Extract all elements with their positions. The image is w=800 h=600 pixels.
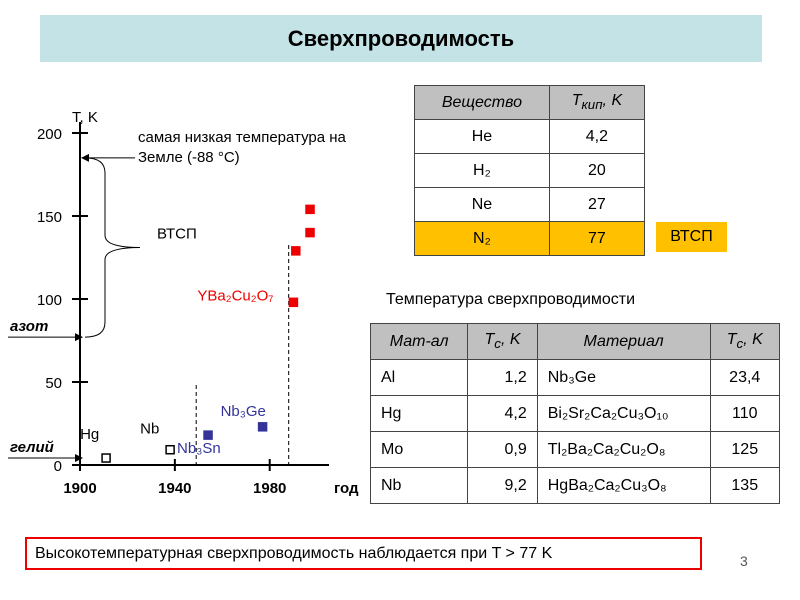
table-caption: Температура сверхпроводимости bbox=[386, 291, 636, 308]
header-text: T bbox=[726, 331, 737, 349]
header-text: , K bbox=[500, 331, 521, 349]
y-tick-label: 0 bbox=[54, 458, 62, 475]
header-row: Вещество Tкип, K bbox=[414, 85, 646, 120]
cell: N₂ bbox=[414, 221, 550, 256]
cell: Tl₂Ba₂Ca₂Cu₂O₈ bbox=[536, 431, 711, 468]
row: Mo 0,9 Tl₂Ba₂Ca₂Cu₂O₈ 125 bbox=[369, 431, 780, 468]
row: Al 1,2 Nb₃Ge 23,4 bbox=[369, 359, 780, 396]
header-text: , K bbox=[743, 331, 763, 349]
row: H₂ 20 bbox=[414, 153, 646, 188]
y-tick-label: 100 bbox=[37, 292, 62, 309]
point-label: Hg bbox=[80, 426, 99, 443]
cell: Hg bbox=[369, 395, 469, 432]
header-cell: Мат-ал bbox=[369, 323, 469, 360]
tc-table: Мат-ал Tc, K Материал Tc, K Al 1,2 Nb₃Ge 23,4 Hg… bbox=[369, 323, 780, 504]
header-cell: Вещество bbox=[414, 85, 550, 120]
header-text: Вещество bbox=[441, 93, 522, 111]
x-tick-label: 1900 bbox=[63, 480, 96, 497]
point bbox=[165, 444, 175, 455]
header-cell: Tc, K bbox=[709, 323, 780, 360]
point bbox=[101, 453, 111, 463]
header-sub: кип bbox=[581, 97, 603, 113]
cell: Al bbox=[369, 359, 469, 396]
cell: 77 bbox=[548, 221, 646, 256]
point-label: YBa₂Cu₂O₇ bbox=[197, 287, 273, 304]
point-label: Nb bbox=[140, 421, 159, 438]
htsc-tag: ВТСП bbox=[656, 222, 727, 252]
boiling-table: Вещество Tкип, K He 4,2 H₂ 20 Ne 27 N₂ 77 bbox=[414, 85, 646, 256]
header-cell: Материал bbox=[536, 323, 711, 360]
header-cell: Tc, K bbox=[467, 323, 538, 360]
row: Ne 27 bbox=[414, 187, 646, 222]
cell: 27 bbox=[548, 187, 646, 222]
annotation: азот bbox=[10, 318, 48, 335]
cell: Nb bbox=[369, 467, 469, 504]
cell: 9,2 bbox=[467, 467, 538, 504]
point bbox=[305, 227, 315, 238]
title-bar: Сверхпроводимость bbox=[40, 15, 762, 62]
y-tick-label: 150 bbox=[37, 209, 62, 226]
annotation: гелий bbox=[10, 439, 54, 456]
cell: Mo bbox=[369, 431, 469, 468]
cell: 4,2 bbox=[467, 395, 538, 432]
row: He 4,2 bbox=[414, 119, 646, 154]
header-text: T bbox=[571, 92, 582, 110]
cell: 0,9 bbox=[467, 431, 538, 468]
x-tick-label: 1980 bbox=[253, 480, 286, 497]
header-text: T bbox=[484, 331, 495, 349]
row: N₂ 77 bbox=[414, 221, 646, 256]
cell: 125 bbox=[709, 431, 780, 468]
point-label: Nb₃Ge bbox=[221, 403, 266, 420]
cell: HgBa₂Ca₂Cu₃O₈ bbox=[536, 467, 711, 504]
note: Высокотемпературная сверхпроводимость на… bbox=[35, 544, 553, 562]
annotation: самая низкая температура на bbox=[138, 129, 347, 146]
point-label: Nb₃Sn bbox=[177, 440, 221, 457]
x-axis-label: год bbox=[334, 480, 359, 497]
cell: 20 bbox=[548, 153, 646, 188]
cell: 135 bbox=[709, 467, 780, 504]
cell: 23,4 bbox=[709, 359, 780, 396]
note-box: Высокотемпературная сверхпроводимость на… bbox=[25, 537, 702, 570]
title: Сверхпроводимость bbox=[287, 25, 515, 51]
header-text: , K bbox=[602, 92, 623, 110]
header-text: Мат-ал bbox=[389, 332, 449, 350]
header-cell: Tкип, K bbox=[548, 85, 646, 120]
cell: 110 bbox=[709, 395, 780, 432]
point bbox=[203, 430, 213, 440]
cell: Ne bbox=[414, 187, 550, 222]
row: Nb 9,2 HgBa₂Ca₂Cu₃O₈ 135 bbox=[369, 467, 780, 504]
bracket bbox=[84, 157, 141, 338]
point bbox=[305, 204, 315, 215]
cell: Bi₂Sr₂Ca₂Cu₃O₁₀ bbox=[536, 395, 711, 432]
y-tick-label: 50 bbox=[45, 375, 62, 392]
page-number: 3 bbox=[740, 553, 748, 569]
cell: H₂ bbox=[414, 153, 550, 188]
point bbox=[288, 297, 299, 308]
cell: Nb₃Ge bbox=[536, 359, 711, 396]
y-axis-label: T, K bbox=[72, 109, 98, 126]
header-sub: c bbox=[736, 336, 744, 352]
cell: He bbox=[414, 119, 550, 154]
annotation: Земле (-88 °C) bbox=[138, 149, 240, 166]
row: Hg 4,2 Bi₂Sr₂Ca₂Cu₃O₁₀ 110 bbox=[369, 395, 780, 432]
header-row: Мат-ал Tc, K Материал Tc, K bbox=[369, 323, 780, 360]
point bbox=[257, 422, 268, 432]
y-tick-label: 200 bbox=[37, 126, 62, 143]
x-tick-label: 1940 bbox=[158, 480, 191, 497]
cell: 1,2 bbox=[467, 359, 538, 396]
point bbox=[291, 246, 301, 256]
header-sub: c bbox=[494, 336, 501, 352]
header-text: Материал bbox=[583, 332, 664, 350]
cell: 4,2 bbox=[548, 119, 646, 154]
bracket-label: ВТСП bbox=[157, 226, 197, 243]
